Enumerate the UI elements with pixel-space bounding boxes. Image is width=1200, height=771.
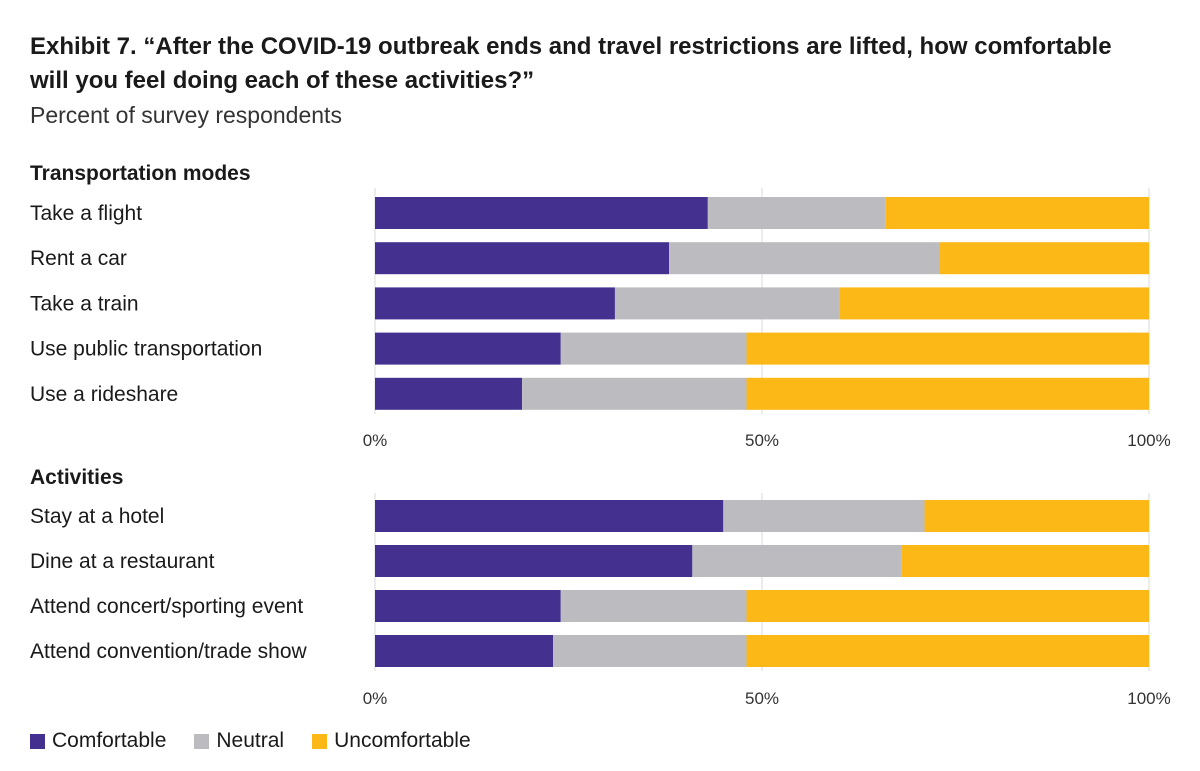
bar-comfortable-stay-at-a-hotel bbox=[375, 500, 724, 532]
section-title-transportation-modes: Transportation modes bbox=[30, 162, 251, 185]
bar-neutral-use-public-transportation bbox=[560, 332, 747, 365]
bar-uncomfortable-take-a-train bbox=[839, 287, 1149, 320]
x-tick-label: 100% bbox=[1127, 431, 1170, 450]
bar-comfortable-use-a-rideshare bbox=[375, 377, 523, 410]
legend-label-comfortable: Comfortable bbox=[52, 729, 167, 752]
legend-label-neutral: Neutral bbox=[216, 729, 285, 752]
legend-label-uncomfortable: Uncomfortable bbox=[334, 729, 471, 752]
bar-neutral-take-a-train bbox=[614, 287, 840, 320]
bar-neutral-take-a-flight bbox=[707, 197, 886, 229]
bar-neutral-use-a-rideshare bbox=[522, 377, 747, 410]
bar-uncomfortable-attend-convention-trade-show bbox=[746, 635, 1149, 667]
bar-comfortable-take-a-train bbox=[375, 287, 615, 320]
x-tick-label: 0% bbox=[363, 431, 388, 450]
bar-neutral-rent-a-car bbox=[669, 242, 941, 275]
legend-item-uncomfortable: Uncomfortable bbox=[312, 729, 471, 753]
bar-uncomfortable-take-a-flight bbox=[885, 197, 1149, 229]
category-label: Dine at a restaurant bbox=[30, 550, 215, 573]
legend: Comfortable Neutral Uncomfortable bbox=[30, 729, 499, 753]
section-title-activities: Activities bbox=[30, 466, 123, 489]
legend-item-neutral: Neutral bbox=[194, 729, 284, 753]
category-label: Attend convention/trade show bbox=[30, 640, 308, 663]
bar-uncomfortable-attend-concert-sporting-event bbox=[746, 590, 1149, 622]
bar-comfortable-dine-at-a-restaurant bbox=[375, 545, 693, 577]
bar-neutral-stay-at-a-hotel bbox=[723, 500, 925, 532]
bar-uncomfortable-rent-a-car bbox=[940, 242, 1149, 275]
category-label: Rent a car bbox=[30, 247, 127, 270]
chart-subtitle: Percent of survey respondents bbox=[30, 102, 342, 128]
bar-comfortable-attend-concert-sporting-event bbox=[375, 590, 561, 622]
x-tick-label: 50% bbox=[745, 431, 779, 450]
x-tick-label: 50% bbox=[745, 689, 779, 708]
bar-comfortable-rent-a-car bbox=[375, 242, 670, 275]
category-label: Use a rideshare bbox=[30, 383, 178, 406]
legend-swatch-neutral bbox=[194, 733, 210, 749]
category-label: Take a flight bbox=[30, 202, 142, 225]
bar-uncomfortable-stay-at-a-hotel bbox=[924, 500, 1149, 532]
bar-uncomfortable-use-public-transportation bbox=[746, 332, 1149, 365]
bar-uncomfortable-dine-at-a-restaurant bbox=[901, 545, 1149, 577]
legend-swatch-comfortable bbox=[30, 733, 45, 749]
bar-neutral-attend-convention-trade-show bbox=[553, 635, 747, 667]
bar-comfortable-take-a-flight bbox=[375, 197, 708, 229]
category-label: Attend concert/sporting event bbox=[30, 595, 303, 618]
x-tick-label: 0% bbox=[363, 689, 388, 708]
chart-title: Exhibit 7. “After the COVID-19 outbreak … bbox=[30, 33, 1112, 94]
x-tick-label: 100% bbox=[1127, 689, 1170, 708]
bar-neutral-dine-at-a-restaurant bbox=[692, 545, 902, 577]
bar-comfortable-attend-convention-trade-show bbox=[375, 635, 554, 667]
legend-item-comfortable: Comfortable bbox=[30, 729, 166, 753]
bar-uncomfortable-use-a-rideshare bbox=[746, 377, 1149, 410]
legend-swatch-uncomfortable bbox=[312, 733, 328, 749]
category-label: Take a train bbox=[30, 292, 139, 315]
category-label: Use public transportation bbox=[30, 338, 262, 361]
bar-neutral-attend-concert-sporting-event bbox=[560, 590, 747, 622]
category-label: Stay at a hotel bbox=[30, 505, 164, 528]
bar-comfortable-use-public-transportation bbox=[375, 332, 561, 365]
